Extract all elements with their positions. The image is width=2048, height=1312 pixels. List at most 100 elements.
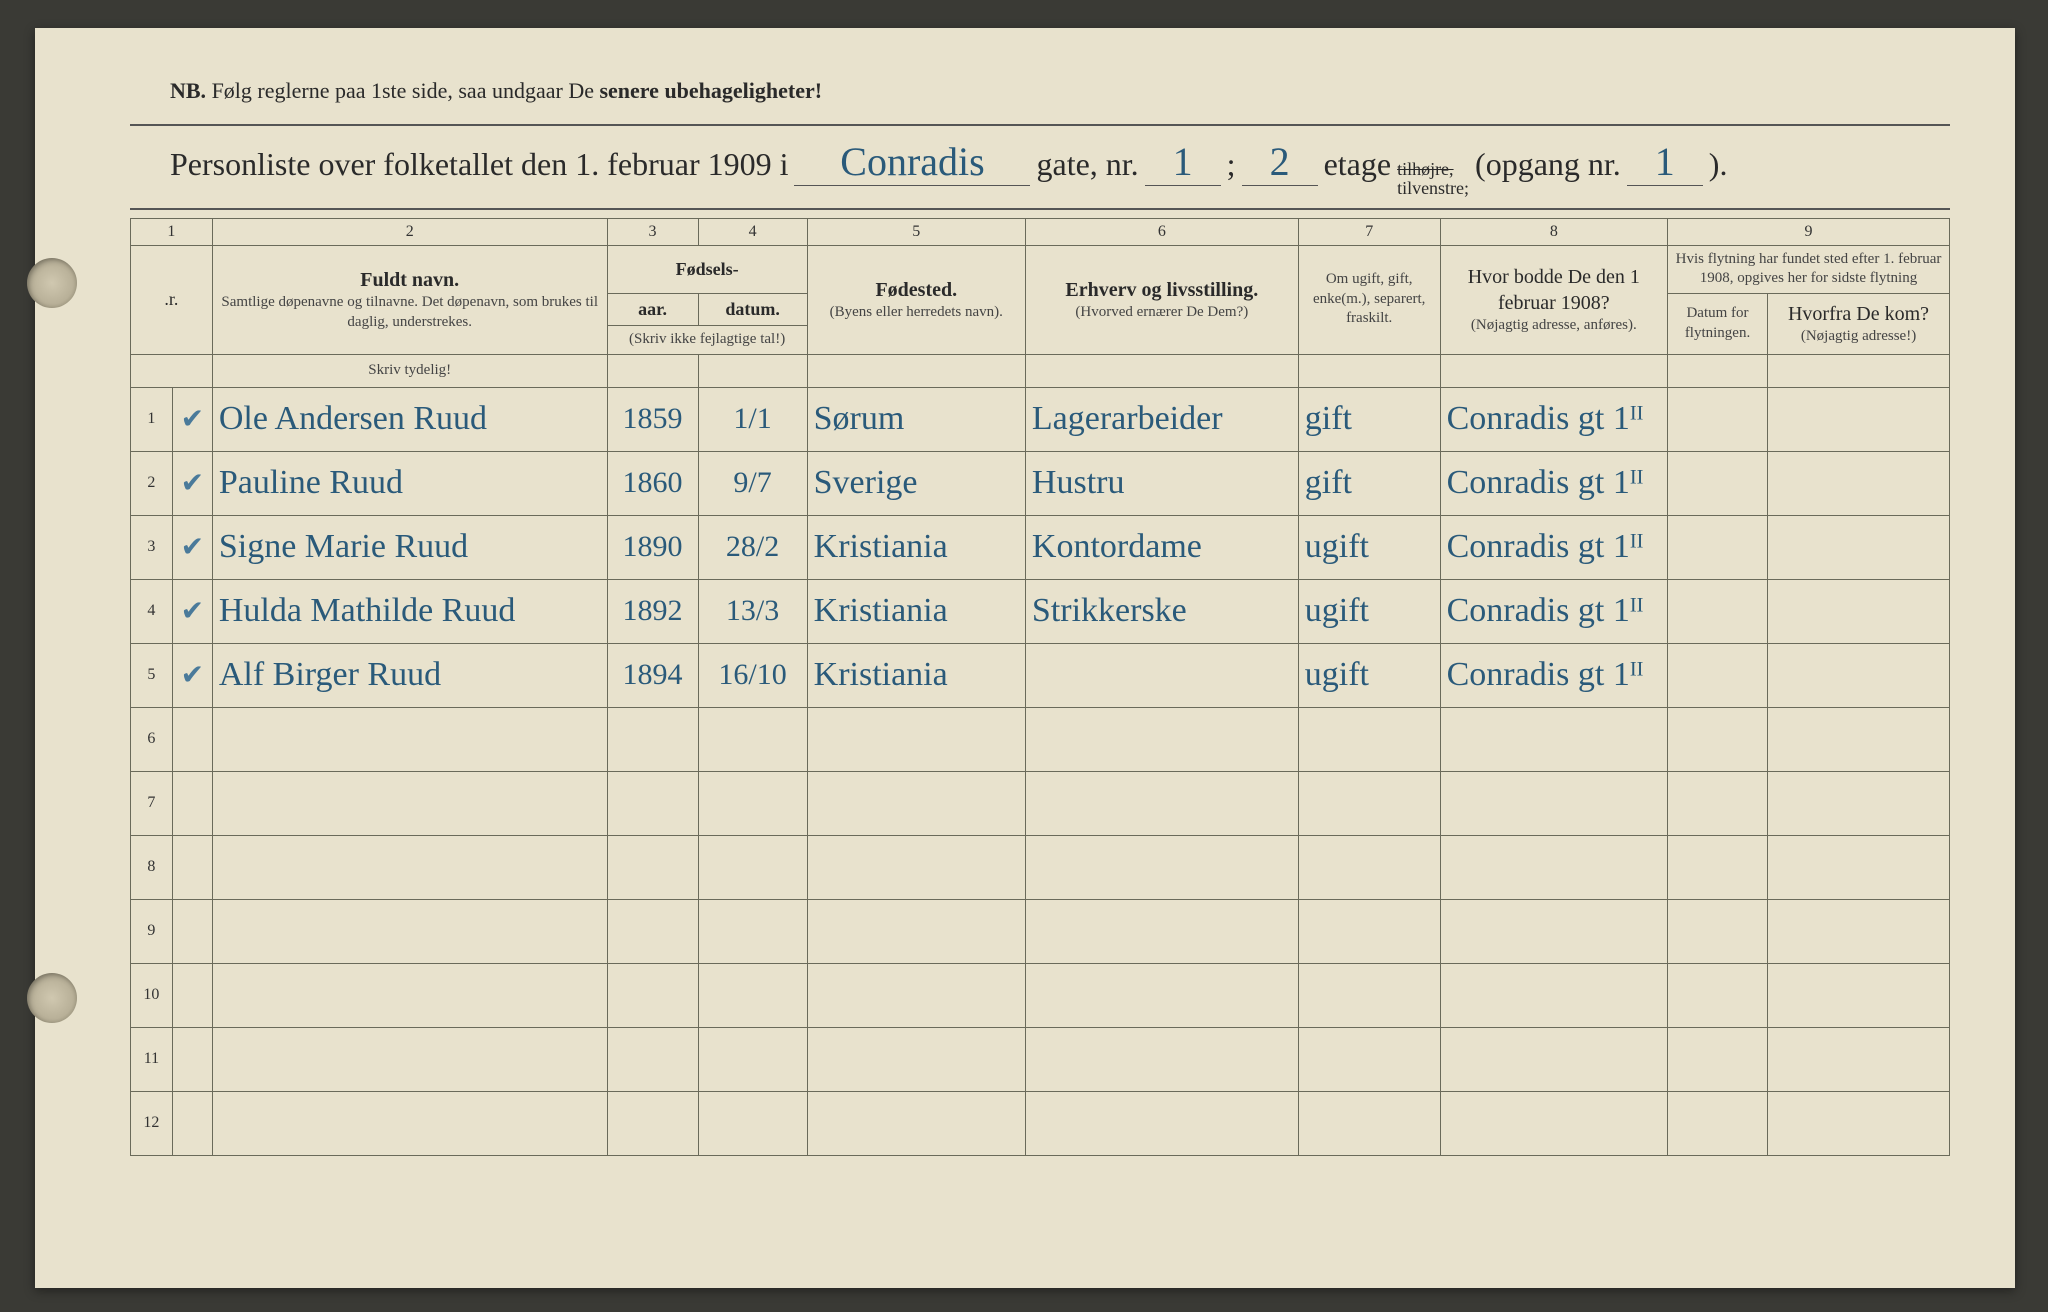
gate-nr: 1 bbox=[1145, 138, 1221, 186]
cell-move-date bbox=[1668, 835, 1768, 899]
check-mark bbox=[172, 771, 212, 835]
cell-year bbox=[607, 771, 698, 835]
nb-text-a: Følg reglerne paa 1ste side, saa undgaar… bbox=[212, 78, 600, 103]
side-box: tilhøjre, tilvenstre; bbox=[1397, 160, 1469, 198]
cell-move-date bbox=[1668, 643, 1768, 707]
cell-birthplace bbox=[807, 835, 1025, 899]
cell-address-1908: Conradis gt 1ᴵᴵ bbox=[1440, 643, 1667, 707]
cell-move-from bbox=[1768, 707, 1950, 771]
page-content: NB. Følg reglerne paa 1ste side, saa und… bbox=[35, 28, 2015, 1196]
cell-birthplace bbox=[807, 1027, 1025, 1091]
cell-status: ugift bbox=[1298, 515, 1440, 579]
table-row: 5✔Alf Birger Ruud189416/10Kristianiaugif… bbox=[131, 643, 1950, 707]
hdr-erhverv: Erhverv og livsstilling. (Hvorved ernære… bbox=[1025, 245, 1298, 354]
cell-status bbox=[1298, 835, 1440, 899]
nb-prefix: NB. bbox=[170, 78, 206, 103]
cell-date bbox=[698, 1027, 807, 1091]
row-number: 8 bbox=[131, 835, 173, 899]
cell-date bbox=[698, 899, 807, 963]
hdr-move-top: Hvis flytning har fundet sted efter 1. f… bbox=[1668, 245, 1950, 293]
cell-status bbox=[1298, 963, 1440, 1027]
cell-name bbox=[212, 835, 607, 899]
table-row: 3✔Signe Marie Ruud189028/2KristianiaKont… bbox=[131, 515, 1950, 579]
cell-date: 1/1 bbox=[698, 387, 807, 451]
row-number: 9 bbox=[131, 899, 173, 963]
cell-address-1908 bbox=[1440, 707, 1667, 771]
cell-year: 1890 bbox=[607, 515, 698, 579]
hdr-status: Om ugift, gift, enke(m.), separert, fras… bbox=[1298, 245, 1440, 354]
cell-occupation: Lagerarbeider bbox=[1025, 387, 1298, 451]
cell-year bbox=[607, 707, 698, 771]
coln-2: 2 bbox=[212, 218, 607, 245]
coln-9: 9 bbox=[1668, 218, 1950, 245]
etage-nr: 2 bbox=[1242, 138, 1318, 186]
table-row: 11 bbox=[131, 1027, 1950, 1091]
cell-occupation bbox=[1025, 1027, 1298, 1091]
table-row: 10 bbox=[131, 963, 1950, 1027]
cell-move-from bbox=[1768, 1027, 1950, 1091]
document-page: NB. Følg reglerne paa 1ste side, saa und… bbox=[35, 28, 2015, 1288]
cell-status: ugift bbox=[1298, 579, 1440, 643]
cell-year bbox=[607, 835, 698, 899]
cell-move-from bbox=[1768, 899, 1950, 963]
cell-date bbox=[698, 707, 807, 771]
cell-occupation bbox=[1025, 963, 1298, 1027]
cell-date bbox=[698, 771, 807, 835]
title-close: ). bbox=[1709, 146, 1728, 183]
check-mark bbox=[172, 963, 212, 1027]
cell-name bbox=[212, 771, 607, 835]
cell-year bbox=[607, 1027, 698, 1091]
hdr-fodested: Fødested. (Byens eller herredets navn). bbox=[807, 245, 1025, 354]
etage-label: etage bbox=[1324, 146, 1392, 183]
cell-occupation: Hustru bbox=[1025, 451, 1298, 515]
cell-move-from bbox=[1768, 515, 1950, 579]
nb-notice: NB. Følg reglerne paa 1ste side, saa und… bbox=[130, 78, 1950, 104]
check-mark bbox=[172, 835, 212, 899]
cell-occupation: Kontordame bbox=[1025, 515, 1298, 579]
cell-occupation bbox=[1025, 899, 1298, 963]
cell-date bbox=[698, 963, 807, 1027]
cell-year: 1894 bbox=[607, 643, 698, 707]
cell-date: 9/7 bbox=[698, 451, 807, 515]
cell-name bbox=[212, 963, 607, 1027]
cell-year bbox=[607, 899, 698, 963]
cell-name bbox=[212, 1091, 607, 1155]
cell-status bbox=[1298, 771, 1440, 835]
cell-address-1908 bbox=[1440, 771, 1667, 835]
cell-address-1908: Conradis gt 1ᴵᴵ bbox=[1440, 451, 1667, 515]
row-number: 7 bbox=[131, 771, 173, 835]
cell-move-from bbox=[1768, 387, 1950, 451]
cell-address-1908 bbox=[1440, 963, 1667, 1027]
cell-move-from bbox=[1768, 963, 1950, 1027]
cell-year: 1859 bbox=[607, 387, 698, 451]
hdr-move-from: Hvorfra De kom? (Nøjagtig adresse!) bbox=[1768, 293, 1950, 354]
cell-occupation bbox=[1025, 835, 1298, 899]
cell-move-date bbox=[1668, 1027, 1768, 1091]
skriv-label: Skriv tydelig! bbox=[212, 354, 607, 387]
cell-year: 1892 bbox=[607, 579, 698, 643]
table-row: 4✔Hulda Mathilde Ruud189213/3KristianiaS… bbox=[131, 579, 1950, 643]
opgang-label: (opgang nr. bbox=[1475, 146, 1621, 183]
cell-move-from bbox=[1768, 451, 1950, 515]
cell-birthplace bbox=[807, 963, 1025, 1027]
gate-label: gate, nr. bbox=[1036, 146, 1138, 183]
cell-birthplace: Kristiania bbox=[807, 643, 1025, 707]
coln-6: 6 bbox=[1025, 218, 1298, 245]
row-number: 1 bbox=[131, 387, 173, 451]
hdr-move-date: Datum for flytningen. bbox=[1668, 293, 1768, 354]
row-number: 4 bbox=[131, 579, 173, 643]
side-top: tilhøjre, bbox=[1397, 159, 1454, 179]
cell-date bbox=[698, 835, 807, 899]
row-number: 12 bbox=[131, 1091, 173, 1155]
semi: ; bbox=[1227, 146, 1236, 183]
cell-move-from bbox=[1768, 1091, 1950, 1155]
check-mark: ✔ bbox=[172, 451, 212, 515]
cell-occupation bbox=[1025, 707, 1298, 771]
cell-name bbox=[212, 899, 607, 963]
cell-year bbox=[607, 963, 698, 1027]
cell-year: 1860 bbox=[607, 451, 698, 515]
row-number: 3 bbox=[131, 515, 173, 579]
cell-address-1908 bbox=[1440, 899, 1667, 963]
cell-name bbox=[212, 1027, 607, 1091]
coln-7: 7 bbox=[1298, 218, 1440, 245]
